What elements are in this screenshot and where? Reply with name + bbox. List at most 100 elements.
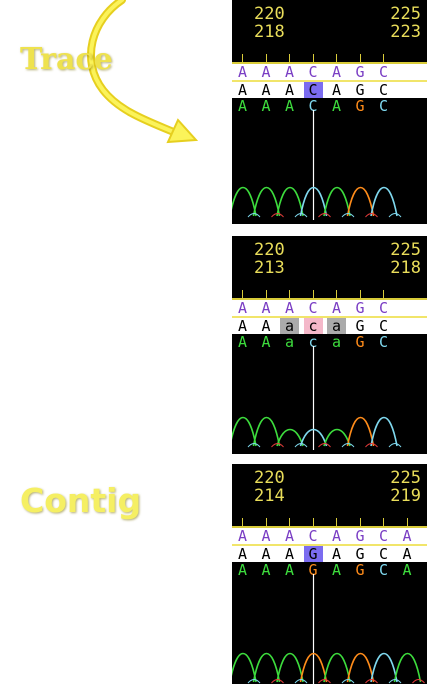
read-base[interactable]: A xyxy=(237,81,248,99)
trace-base: A xyxy=(284,97,295,115)
read-base[interactable]: A xyxy=(284,545,295,563)
trace-peak xyxy=(276,428,304,447)
noise-peak xyxy=(318,213,331,218)
consensus-base: A xyxy=(331,527,342,545)
ruler-tick xyxy=(383,290,384,298)
noise-peak xyxy=(365,213,378,218)
read-base[interactable]: A xyxy=(284,81,295,99)
consensus-base: A xyxy=(237,299,248,317)
noise-peak xyxy=(388,443,402,448)
ruler-tick xyxy=(242,290,243,298)
trace-base: C xyxy=(308,97,318,115)
coordinate-label: 220 xyxy=(254,240,285,260)
trace-base: A xyxy=(237,561,248,579)
chromatogram[interactable] xyxy=(232,110,427,220)
noise-peak xyxy=(365,679,378,684)
noise-peak xyxy=(318,443,331,448)
consensus-base: A xyxy=(284,299,295,317)
trace-label: Trace xyxy=(20,42,113,77)
read-base[interactable]: A xyxy=(331,81,342,99)
read-base[interactable]: c xyxy=(303,318,323,334)
ruler-tick xyxy=(336,54,337,62)
consensus-base: A xyxy=(331,63,342,81)
consensus-base: A xyxy=(331,299,342,317)
coordinate-label: 220 xyxy=(254,468,285,488)
read-base[interactable]: G xyxy=(355,81,365,99)
consensus-base: A xyxy=(237,63,248,81)
read-base[interactable]: C xyxy=(378,545,389,563)
trace-base: A xyxy=(261,561,271,579)
read-base[interactable]: C xyxy=(378,81,389,99)
read-base[interactable]: A xyxy=(331,545,342,563)
read-base[interactable]: C xyxy=(303,82,323,98)
coordinate-label: 225 xyxy=(390,240,421,260)
trace-peak xyxy=(276,186,304,217)
trace-base: a xyxy=(284,333,295,351)
trace-peak xyxy=(346,416,375,447)
trace-base: a xyxy=(331,333,342,351)
trace-base: G xyxy=(355,561,365,579)
read-base[interactable]: a xyxy=(327,318,346,334)
consensus-base: C xyxy=(378,299,389,317)
noise-peak xyxy=(271,443,284,448)
coordinate-label: 225 xyxy=(390,4,421,24)
ruler-tick xyxy=(359,54,361,62)
ruler-tick xyxy=(265,518,267,526)
read-base[interactable]: A xyxy=(402,545,412,563)
consensus-base: A xyxy=(284,527,295,545)
consensus-base: C xyxy=(308,63,318,81)
read-base[interactable]: A xyxy=(261,317,271,335)
chromatogram[interactable] xyxy=(232,346,427,450)
trace-peak xyxy=(370,416,398,447)
noise-peak xyxy=(412,679,425,684)
read-base[interactable]: C xyxy=(378,317,389,335)
noise-peak xyxy=(388,213,402,218)
consensus-base: G xyxy=(355,63,365,81)
noise-peak xyxy=(271,213,284,218)
trace-base: A xyxy=(331,561,342,579)
ruler-tick xyxy=(242,54,243,62)
trace-base: G xyxy=(355,97,365,115)
read-base[interactable]: G xyxy=(355,545,365,563)
noise-peak xyxy=(271,679,284,684)
trace-peak xyxy=(252,652,281,683)
contig-label: Contig xyxy=(20,481,142,520)
trace-peak xyxy=(252,416,281,447)
chromatogram[interactable] xyxy=(232,574,427,684)
consensus-base: C xyxy=(308,299,318,317)
noise-peak xyxy=(294,443,308,448)
trace-peak xyxy=(276,652,304,683)
read-base[interactable]: G xyxy=(303,546,323,562)
trace-base: A xyxy=(261,97,271,115)
read-base[interactable]: a xyxy=(280,318,299,334)
position-ruler: 220 218 225 223 xyxy=(232,0,427,64)
consensus-base: A xyxy=(402,527,412,545)
read-base[interactable]: A xyxy=(237,317,248,335)
trace-peak xyxy=(232,652,257,683)
read-base[interactable]: A xyxy=(261,81,271,99)
coordinate-label: 223 xyxy=(390,22,421,42)
ruler-tick xyxy=(359,290,361,298)
trace-base: A xyxy=(402,561,412,579)
ruler-tick xyxy=(289,518,290,526)
consensus-base: G xyxy=(355,299,365,317)
read-base[interactable]: G xyxy=(355,317,365,335)
trace-base: G xyxy=(308,561,318,579)
trace-peak xyxy=(370,652,398,683)
read-base[interactable]: A xyxy=(237,545,248,563)
trace-peak xyxy=(346,186,375,217)
noise-peak xyxy=(341,679,355,684)
consensus-base: A xyxy=(261,299,271,317)
read-base[interactable]: A xyxy=(261,545,271,563)
trace-peak xyxy=(232,416,257,447)
ruler-tick xyxy=(289,54,290,62)
consensus-base: A xyxy=(261,527,271,545)
